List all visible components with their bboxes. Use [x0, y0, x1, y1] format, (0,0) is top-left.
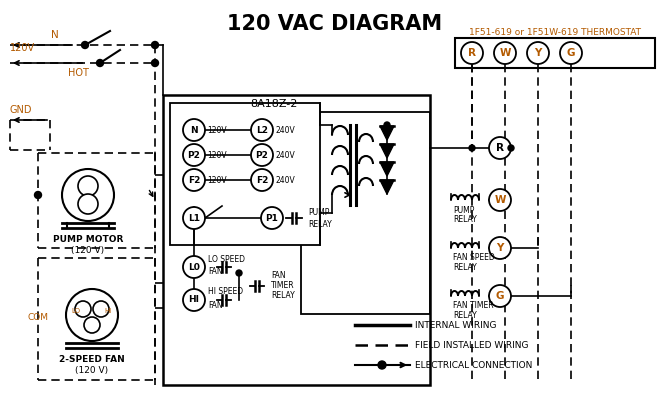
Text: TIMER: TIMER — [271, 280, 295, 290]
Text: P2: P2 — [188, 150, 200, 160]
Text: R: R — [468, 48, 476, 58]
Text: PUMP: PUMP — [308, 207, 330, 217]
Circle shape — [78, 194, 98, 214]
Text: RELAY: RELAY — [453, 310, 477, 320]
Text: ELECTRICAL CONNECTION: ELECTRICAL CONNECTION — [415, 360, 533, 370]
Text: 120V: 120V — [207, 150, 226, 160]
Circle shape — [66, 289, 118, 341]
Polygon shape — [380, 162, 394, 176]
Text: N: N — [51, 30, 59, 40]
Text: L0: L0 — [188, 262, 200, 272]
Circle shape — [251, 119, 273, 141]
Circle shape — [183, 256, 205, 278]
Text: 120V: 120V — [207, 176, 226, 184]
Circle shape — [75, 301, 91, 317]
Text: HI SPEED: HI SPEED — [208, 287, 243, 297]
Circle shape — [183, 119, 205, 141]
Text: 240V: 240V — [275, 126, 295, 134]
Text: FAN SPEED: FAN SPEED — [453, 253, 494, 262]
Text: RELAY: RELAY — [271, 290, 295, 300]
Text: W: W — [494, 195, 506, 205]
Circle shape — [508, 145, 514, 151]
Bar — [170, 103, 320, 245]
Text: FAN: FAN — [271, 271, 285, 279]
Text: Y: Y — [496, 243, 504, 253]
Text: RELAY: RELAY — [453, 215, 477, 223]
Text: F2: F2 — [256, 176, 268, 184]
Text: HI: HI — [105, 308, 112, 314]
Circle shape — [527, 42, 549, 64]
Text: N: N — [190, 126, 198, 134]
Text: L2: L2 — [256, 126, 268, 134]
Text: PUMP MOTOR: PUMP MOTOR — [53, 235, 123, 243]
Circle shape — [93, 301, 109, 317]
Text: HOT: HOT — [68, 68, 89, 78]
Text: FAN: FAN — [208, 300, 222, 310]
Text: 1F51-619 or 1F51W-619 THERMOSTAT: 1F51-619 or 1F51W-619 THERMOSTAT — [469, 28, 641, 36]
Circle shape — [489, 285, 511, 307]
Circle shape — [151, 59, 159, 67]
Text: 120V: 120V — [10, 43, 35, 53]
Circle shape — [489, 137, 511, 159]
Text: COM: COM — [27, 313, 48, 321]
Text: RELAY: RELAY — [453, 262, 477, 272]
Text: FAN TIMER: FAN TIMER — [453, 302, 494, 310]
Polygon shape — [380, 144, 394, 158]
Text: RELAY: RELAY — [308, 220, 332, 228]
Text: GND: GND — [10, 105, 33, 115]
Text: W: W — [499, 48, 511, 58]
Circle shape — [34, 191, 42, 199]
Circle shape — [261, 207, 283, 229]
Text: INTERNAL WIRING: INTERNAL WIRING — [415, 321, 496, 329]
Text: P2: P2 — [255, 150, 269, 160]
Text: L1: L1 — [188, 214, 200, 222]
Circle shape — [183, 289, 205, 311]
Circle shape — [251, 144, 273, 166]
Text: R: R — [496, 143, 504, 153]
Circle shape — [82, 41, 88, 49]
Text: Y: Y — [534, 48, 541, 58]
Circle shape — [62, 169, 114, 221]
Circle shape — [461, 42, 483, 64]
Circle shape — [84, 317, 100, 333]
Circle shape — [183, 144, 205, 166]
Circle shape — [183, 207, 205, 229]
Circle shape — [494, 42, 516, 64]
Circle shape — [489, 237, 511, 259]
Text: PUMP: PUMP — [453, 205, 474, 215]
Text: 120 VAC DIAGRAM: 120 VAC DIAGRAM — [227, 14, 443, 34]
Text: FAN: FAN — [208, 267, 222, 277]
Circle shape — [96, 59, 103, 67]
Bar — [455, 38, 655, 68]
Circle shape — [78, 176, 98, 196]
Text: 240V: 240V — [275, 150, 295, 160]
Circle shape — [489, 189, 511, 211]
Polygon shape — [380, 180, 394, 194]
Text: 8A18Z-2: 8A18Z-2 — [250, 99, 297, 109]
Bar — [163, 95, 430, 385]
Text: FIELD INSTALLED WIRING: FIELD INSTALLED WIRING — [415, 341, 529, 349]
Text: HI: HI — [188, 295, 200, 305]
Circle shape — [236, 270, 242, 276]
Text: (120 V): (120 V) — [72, 246, 105, 254]
Circle shape — [183, 169, 205, 191]
Text: (120 V): (120 V) — [76, 365, 109, 375]
Text: 240V: 240V — [275, 176, 295, 184]
Text: 2-SPEED FAN: 2-SPEED FAN — [59, 354, 125, 364]
Circle shape — [560, 42, 582, 64]
Circle shape — [384, 122, 390, 128]
Circle shape — [251, 169, 273, 191]
Polygon shape — [380, 126, 394, 140]
Text: G: G — [496, 291, 505, 301]
Text: LO: LO — [72, 308, 80, 314]
Bar — [301, 112, 430, 314]
Circle shape — [469, 145, 475, 151]
Text: G: G — [567, 48, 576, 58]
Circle shape — [151, 41, 159, 49]
Circle shape — [378, 361, 386, 369]
Text: F2: F2 — [188, 176, 200, 184]
Text: 120V: 120V — [207, 126, 226, 134]
Text: LO SPEED: LO SPEED — [208, 254, 245, 264]
Text: P1: P1 — [265, 214, 279, 222]
